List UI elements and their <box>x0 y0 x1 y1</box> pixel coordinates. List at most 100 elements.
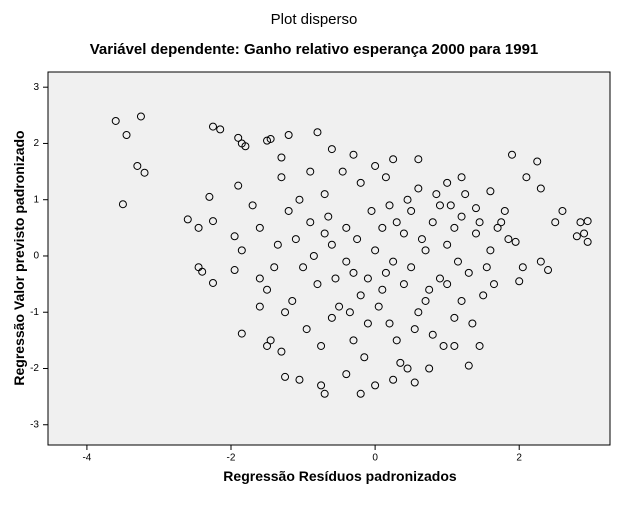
point <box>443 280 452 289</box>
point <box>511 237 520 246</box>
point <box>450 313 459 322</box>
point <box>580 229 589 238</box>
point <box>111 116 120 125</box>
point <box>320 190 329 199</box>
point <box>381 173 390 182</box>
point <box>475 341 484 350</box>
point <box>407 263 416 272</box>
point <box>205 192 214 201</box>
point <box>399 280 408 289</box>
point <box>536 257 545 266</box>
point <box>342 223 351 232</box>
point <box>435 201 444 210</box>
point <box>471 229 480 238</box>
point <box>385 201 394 210</box>
point <box>414 308 423 317</box>
point <box>389 155 398 164</box>
point <box>284 206 293 215</box>
point <box>356 389 365 398</box>
point <box>183 215 192 224</box>
point <box>277 173 286 182</box>
point <box>288 296 297 305</box>
point <box>389 375 398 384</box>
point <box>583 217 592 226</box>
point <box>457 296 466 305</box>
point <box>263 136 272 145</box>
point <box>291 235 300 244</box>
point <box>392 336 401 345</box>
point <box>457 173 466 182</box>
point <box>486 187 495 196</box>
point <box>306 167 315 176</box>
point <box>421 246 430 255</box>
point <box>230 232 239 241</box>
point <box>493 223 502 232</box>
point <box>464 268 473 277</box>
point <box>435 274 444 283</box>
point <box>327 240 336 249</box>
point <box>475 218 484 227</box>
point <box>263 285 272 294</box>
point <box>349 268 358 277</box>
point <box>399 229 408 238</box>
point <box>572 232 581 241</box>
point <box>313 280 322 289</box>
point <box>295 375 304 384</box>
x-tick-label: -4 <box>82 453 91 464</box>
point <box>453 257 462 266</box>
point <box>371 381 380 390</box>
point <box>324 212 333 221</box>
chart-title: Plot disperso <box>271 11 358 28</box>
point <box>306 218 315 227</box>
point <box>266 336 275 345</box>
point <box>140 168 149 177</box>
point <box>309 251 318 260</box>
point <box>363 319 372 328</box>
point <box>255 274 264 283</box>
point <box>327 145 336 154</box>
point <box>396 358 405 367</box>
point <box>356 178 365 187</box>
point <box>277 347 286 356</box>
point <box>194 223 203 232</box>
point <box>468 319 477 328</box>
point <box>515 277 524 286</box>
point <box>414 155 423 164</box>
point <box>508 150 517 159</box>
point <box>371 246 380 255</box>
point <box>208 217 217 226</box>
point <box>378 285 387 294</box>
point <box>320 229 329 238</box>
point <box>320 389 329 398</box>
point <box>378 223 387 232</box>
x-tick-label: -2 <box>227 453 236 464</box>
point <box>353 235 362 244</box>
point <box>345 308 354 317</box>
point <box>414 184 423 193</box>
y-tick-label: -2 <box>30 363 39 374</box>
point <box>266 134 275 143</box>
point <box>443 178 452 187</box>
point <box>327 313 336 322</box>
point <box>277 153 286 162</box>
point <box>450 341 459 350</box>
point <box>356 291 365 300</box>
point <box>281 372 290 381</box>
point <box>428 330 437 339</box>
point <box>349 336 358 345</box>
point <box>536 184 545 193</box>
point <box>410 378 419 387</box>
point <box>471 204 480 213</box>
point <box>133 161 142 170</box>
point <box>237 329 246 338</box>
point <box>338 167 347 176</box>
point <box>342 370 351 379</box>
y-tick-label: 3 <box>33 82 39 93</box>
point <box>583 237 592 246</box>
y-tick-label: 0 <box>33 251 39 262</box>
point <box>248 201 257 210</box>
point <box>425 285 434 294</box>
point <box>295 195 304 204</box>
point <box>421 296 430 305</box>
point <box>331 274 340 283</box>
